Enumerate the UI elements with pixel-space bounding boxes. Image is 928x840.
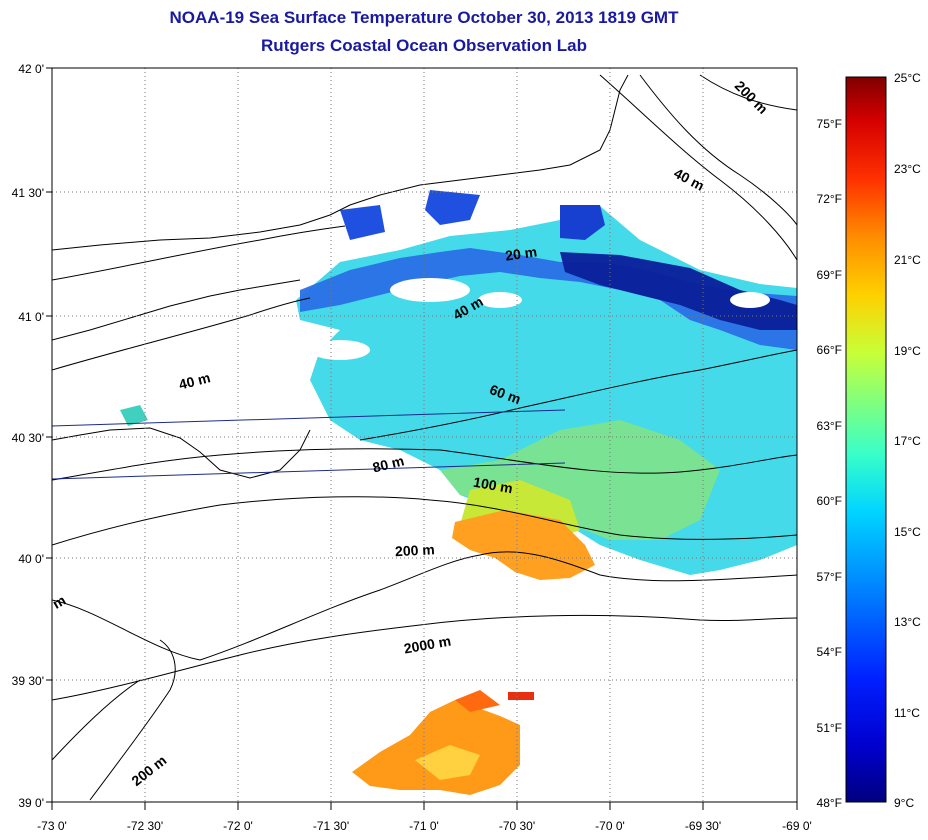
- lat-label: 39 0': [18, 796, 44, 810]
- map-grid: [52, 68, 797, 802]
- lon-label: -69 30': [685, 819, 721, 833]
- colorbar-c-label: 15°C: [894, 525, 921, 539]
- sst-region-gulfstream: [352, 700, 520, 795]
- map-title: NOAA-19 Sea Surface Temperature October …: [169, 8, 679, 27]
- lon-label: -72 0': [223, 819, 253, 833]
- track-lines: [51, 409, 566, 480]
- sst-region-coldest: [560, 252, 797, 330]
- lon-label: -71 30': [313, 819, 349, 833]
- colorbar-c-label: 9°C: [894, 796, 914, 810]
- lon-label: -70 30': [499, 819, 535, 833]
- colorbar-c-label: 11°C: [894, 706, 920, 720]
- lat-label: 40 0': [18, 552, 44, 566]
- colorbar-f-label: 48°F: [817, 796, 842, 810]
- colorbar-f-label: 66°F: [817, 343, 842, 357]
- lon-label: -73 0': [37, 819, 67, 833]
- colorbar-c-label: 13°C: [894, 615, 921, 629]
- contour-lines: [52, 74, 797, 801]
- contour-label: 80 m: [371, 452, 406, 475]
- lon-label: -71 0': [409, 819, 439, 833]
- sst-data-layer: [120, 190, 797, 795]
- colorbar-c-label: 19°C: [894, 344, 921, 358]
- colorbar-c-label: 17°C: [894, 434, 921, 448]
- colorbar-f-label: 69°F: [817, 268, 842, 282]
- lat-label: 41 0': [18, 310, 44, 324]
- colorbar-f-label: 54°F: [817, 645, 842, 659]
- lat-label: 39 30': [12, 674, 44, 688]
- contour-label: 100 m: [472, 474, 514, 497]
- contour-label: 200 m: [128, 752, 169, 789]
- contour-label: 200 m: [732, 77, 771, 116]
- map-subtitle: Rutgers Coastal Ocean Observation Lab: [261, 36, 587, 55]
- lon-label: -70 0': [595, 819, 625, 833]
- colorbar-f-label: 60°F: [817, 494, 842, 508]
- colorbar: [845, 76, 887, 803]
- lat-label: 40 30': [12, 431, 44, 445]
- colorbar-f-label: 63°F: [817, 419, 842, 433]
- contour-label: 40 m: [177, 369, 212, 392]
- lon-label: -69 0': [782, 819, 812, 833]
- lat-label: 42 0': [18, 62, 44, 76]
- colorbar-f-label: 57°F: [817, 570, 842, 584]
- sst-region-green: [440, 420, 720, 540]
- colorbar-f-label: 75°F: [817, 117, 842, 131]
- colorbar-f-label: 72°F: [817, 192, 842, 206]
- colorbar-f-label: 51°F: [817, 721, 842, 735]
- sst-region-cold: [300, 248, 797, 350]
- axis-ticks: [46, 67, 798, 810]
- contour-label: 20 m: [504, 243, 538, 263]
- contour-label: 200 m: [395, 541, 435, 559]
- colorbar-c-label: 25°C: [894, 71, 921, 85]
- lon-label: -72 30': [127, 819, 163, 833]
- sst-region-warm: [452, 510, 595, 580]
- contour-label: 2000 m: [403, 633, 453, 657]
- contour-label: 40 m: [671, 165, 707, 194]
- colorbar-c-label: 23°C: [894, 162, 921, 176]
- lat-label: 41 30': [12, 186, 44, 200]
- colorbar-c-label: 21°C: [894, 253, 921, 267]
